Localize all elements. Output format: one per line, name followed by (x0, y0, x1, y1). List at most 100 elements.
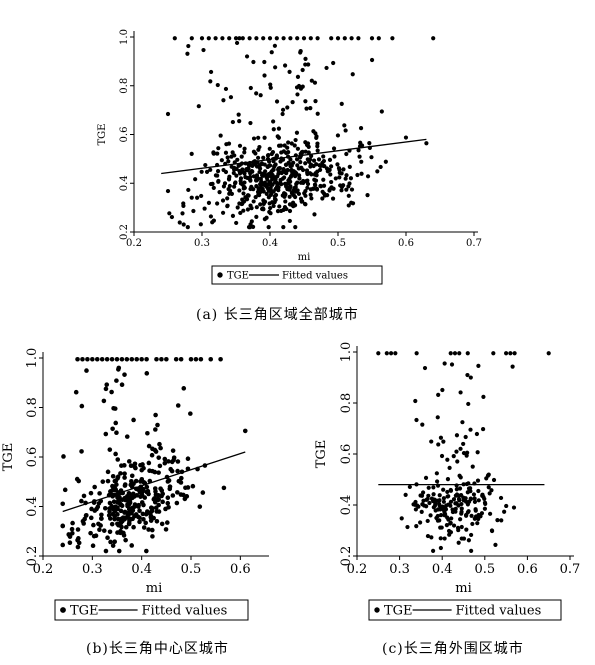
scatter-point (129, 478, 134, 484)
scatter-point (146, 491, 151, 497)
scatter-point (211, 185, 216, 190)
scatter-point (486, 485, 491, 490)
scatter-point (339, 184, 345, 190)
scatter-point (206, 36, 211, 41)
scatter-point (125, 502, 130, 507)
legend-box (211, 265, 383, 285)
scatter-point (94, 356, 100, 362)
scatter-point (472, 499, 478, 504)
scatter-point (111, 499, 117, 505)
scatter-point (452, 351, 458, 356)
x-tick-label: 0.3 (389, 562, 410, 577)
scatter-point (350, 72, 355, 77)
scatter-point (140, 489, 145, 494)
scatter-point (110, 473, 116, 479)
scatter-point (166, 459, 171, 464)
y-axis-title: TGE (314, 440, 329, 469)
scatter-point (180, 492, 186, 498)
x-tick-label: 0.3 (194, 238, 210, 249)
y-tick-label: 1.0 (119, 29, 130, 45)
scatter-point (122, 372, 127, 377)
scatter-point (464, 527, 469, 532)
scatter-point (144, 548, 149, 554)
scatter-point (119, 524, 124, 530)
scatter-point (225, 155, 230, 160)
scatter-point (175, 459, 181, 464)
scatter-point (315, 148, 320, 153)
scatter-point (482, 500, 488, 505)
scatter-point (277, 204, 282, 209)
scatter-point (228, 95, 234, 100)
scatter-point (313, 131, 318, 136)
scatter-point (88, 515, 94, 521)
scatter-point (421, 498, 426, 503)
scatter-point (132, 502, 138, 507)
scatter-point (321, 154, 326, 159)
scatter-point (282, 181, 288, 186)
scatter-point (89, 506, 94, 512)
scatter-point (369, 57, 375, 63)
scatter-point (403, 135, 409, 140)
scatter-point (276, 168, 281, 173)
scatter-point (261, 201, 266, 206)
scatter-point (329, 179, 334, 185)
scatter-point (349, 200, 354, 205)
scatter-point (339, 171, 344, 176)
scatter-point (444, 523, 449, 528)
scatter-point (269, 169, 274, 174)
scatter-point (241, 191, 246, 196)
scatter-point (464, 453, 469, 458)
scatter-point (358, 126, 364, 131)
scatter-point (242, 150, 247, 155)
scatter-point (412, 502, 418, 507)
scatter-point (107, 529, 113, 535)
x-tick-label: 0.5 (330, 238, 346, 249)
scatter-point (393, 351, 398, 356)
scatter-point (104, 356, 110, 362)
scatter-point (546, 351, 551, 356)
scatter-point (445, 494, 450, 499)
scatter-point (304, 106, 309, 111)
scatter-point (435, 479, 440, 484)
scatter-point (476, 488, 481, 494)
scatter-point (274, 36, 279, 41)
scatter-point (105, 478, 111, 484)
scatter-point (263, 169, 268, 174)
scatter-point (137, 508, 142, 514)
scatter-point (149, 452, 155, 458)
scatter-point (281, 166, 286, 172)
scatter-point (96, 521, 101, 527)
scatter-point (504, 351, 509, 356)
scatter-point (211, 151, 216, 156)
scatter-point (465, 372, 470, 378)
scatter-point (181, 203, 186, 208)
y-tick-label: 0.2 (339, 546, 354, 567)
scatter-point (75, 544, 81, 550)
scatter-point (441, 499, 446, 504)
scatter-point (114, 482, 119, 487)
scatter-point (244, 54, 250, 59)
x-tick-label: 0.4 (131, 562, 152, 577)
scatter-point (103, 431, 109, 437)
scatter-point (438, 512, 444, 518)
scatter-point (250, 224, 256, 229)
scatter-point (303, 149, 308, 154)
scatter-point (342, 36, 347, 41)
scatter-point (435, 518, 441, 523)
scatter-point (269, 50, 274, 55)
scatter-point (159, 493, 164, 499)
scatter-point (208, 79, 213, 84)
scatter-point (309, 196, 314, 201)
scatter-point (439, 453, 445, 459)
scatter-point (122, 482, 128, 487)
scatter-point (349, 187, 355, 192)
scatter-point (174, 500, 180, 506)
x-tick-label: 0.4 (432, 562, 453, 577)
scatter-point (158, 445, 163, 451)
scatter-point (425, 496, 430, 502)
scatter-point (314, 162, 319, 167)
scatter-point (480, 426, 486, 432)
scatter-point (459, 524, 464, 530)
scatter-point (248, 178, 253, 183)
scatter-point (416, 504, 421, 509)
